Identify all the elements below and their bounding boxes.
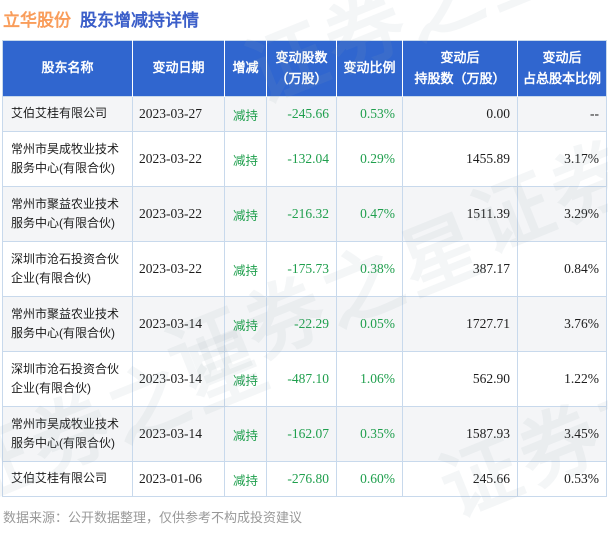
- shares-changed: -487.10: [266, 351, 337, 407]
- ratio-after: 3.17%: [517, 131, 607, 187]
- change-ratio: 0.29%: [336, 131, 403, 187]
- action-label: 减持: [224, 461, 267, 497]
- holder-name: 艾伯艾桂有限公司: [2, 96, 133, 132]
- shares-after: 1511.39: [402, 186, 518, 242]
- table-row: 深圳市沧石投资合伙企业(有限合伙) 2023-03-14 减持 -487.10 …: [2, 351, 607, 407]
- holder-name: 常州市昊成牧业技术服务中心(有限合伙): [2, 406, 133, 462]
- action-label: 减持: [224, 96, 267, 132]
- table-row: 深圳市沧石投资合伙企业(有限合伙) 2023-03-22 减持 -175.73 …: [2, 241, 607, 297]
- data-source-note: 数据来源：公开数据整理，仅供参考不构成投资建议: [3, 510, 303, 525]
- shares-changed: -162.07: [266, 406, 337, 462]
- ratio-after: 3.29%: [517, 186, 607, 242]
- change-date: 2023-03-27: [132, 96, 225, 132]
- report-title: 股东增减持详情: [80, 11, 199, 30]
- holder-name: 深圳市沧石投资合伙企业(有限合伙): [2, 351, 133, 407]
- shares-after: 562.90: [402, 351, 518, 407]
- change-date: 2023-03-14: [132, 296, 225, 352]
- change-ratio: 0.47%: [336, 186, 403, 242]
- shares-changed: -22.29: [266, 296, 337, 352]
- holder-name: 深圳市沧石投资合伙企业(有限合伙): [2, 241, 133, 297]
- change-date: 2023-03-14: [132, 406, 225, 462]
- shares-after: 1727.71: [402, 296, 518, 352]
- shares-after: 245.66: [402, 461, 518, 497]
- shares-changed: -132.04: [266, 131, 337, 187]
- change-date: 2023-03-22: [132, 131, 225, 187]
- stock-name: 立华股份: [3, 11, 71, 30]
- header-cell-change-date: 变动日期: [132, 40, 225, 97]
- header-cell-change-ratio: 变动比例: [336, 40, 403, 97]
- table-row: 艾伯艾桂有限公司 2023-01-06 减持 -276.80 0.60% 245…: [2, 461, 607, 497]
- action-label: 减持: [224, 241, 267, 297]
- table-row: 常州市昊成牧业技术服务中心(有限合伙) 2023-03-22 减持 -132.0…: [2, 131, 607, 187]
- change-ratio: 0.05%: [336, 296, 403, 352]
- holder-name: 艾伯艾桂有限公司: [2, 461, 133, 497]
- shares-after: 0.00: [402, 96, 518, 132]
- holder-name: 常州市聚益农业技术服务中心(有限合伙): [2, 186, 133, 242]
- change-ratio: 0.60%: [336, 461, 403, 497]
- shares-changed: -216.32: [266, 186, 337, 242]
- table-row: 常州市昊成牧业技术服务中心(有限合伙) 2023-03-14 减持 -162.0…: [2, 406, 607, 462]
- change-date: 2023-03-22: [132, 186, 225, 242]
- table-header-row: 股东名称 变动日期 增减 变动股数 （万股） 变动比例 变动后 持股数（万股） …: [2, 40, 607, 97]
- header-cell-shares-after: 变动后 持股数（万股）: [402, 40, 518, 97]
- table-row: 常州市聚益农业技术服务中心(有限合伙) 2023-03-22 减持 -216.3…: [2, 186, 607, 242]
- shares-after: 1587.93: [402, 406, 518, 462]
- page-title: 立华股份 股东增减持详情: [0, 0, 608, 31]
- header-cell-holder-name: 股东名称: [2, 40, 133, 97]
- holder-name: 常州市聚益农业技术服务中心(有限合伙): [2, 296, 133, 352]
- header-cell-action: 增减: [224, 40, 267, 97]
- action-label: 减持: [224, 351, 267, 407]
- holders-change-table: 股东名称 变动日期 增减 变动股数 （万股） 变动比例 变动后 持股数（万股） …: [2, 40, 607, 497]
- shares-changed: -276.80: [266, 461, 337, 497]
- shares-after: 1455.89: [402, 131, 518, 187]
- ratio-after: 1.22%: [517, 351, 607, 407]
- ratio-after: 3.76%: [517, 296, 607, 352]
- shares-after: 387.17: [402, 241, 518, 297]
- change-date: 2023-03-22: [132, 241, 225, 297]
- ratio-after: 0.84%: [517, 241, 607, 297]
- ratio-after: --: [517, 96, 607, 132]
- ratio-after: 3.45%: [517, 406, 607, 462]
- action-label: 减持: [224, 186, 267, 242]
- table-row: 常州市聚益农业技术服务中心(有限合伙) 2023-03-14 减持 -22.29…: [2, 296, 607, 352]
- change-ratio: 1.06%: [336, 351, 403, 407]
- holder-name: 常州市昊成牧业技术服务中心(有限合伙): [2, 131, 133, 187]
- header-cell-shares-changed: 变动股数 （万股）: [266, 40, 337, 97]
- action-label: 减持: [224, 406, 267, 462]
- table-row: 艾伯艾桂有限公司 2023-03-27 减持 -245.66 0.53% 0.0…: [2, 96, 607, 132]
- change-ratio: 0.35%: [336, 406, 403, 462]
- change-date: 2023-01-06: [132, 461, 225, 497]
- ratio-after: 0.53%: [517, 461, 607, 497]
- action-label: 减持: [224, 296, 267, 352]
- shares-changed: -175.73: [266, 241, 337, 297]
- header-cell-ratio-after: 变动后 占总股本比例: [517, 40, 607, 97]
- change-date: 2023-03-14: [132, 351, 225, 407]
- change-ratio: 0.53%: [336, 96, 403, 132]
- shares-changed: -245.66: [266, 96, 337, 132]
- change-ratio: 0.38%: [336, 241, 403, 297]
- action-label: 减持: [224, 131, 267, 187]
